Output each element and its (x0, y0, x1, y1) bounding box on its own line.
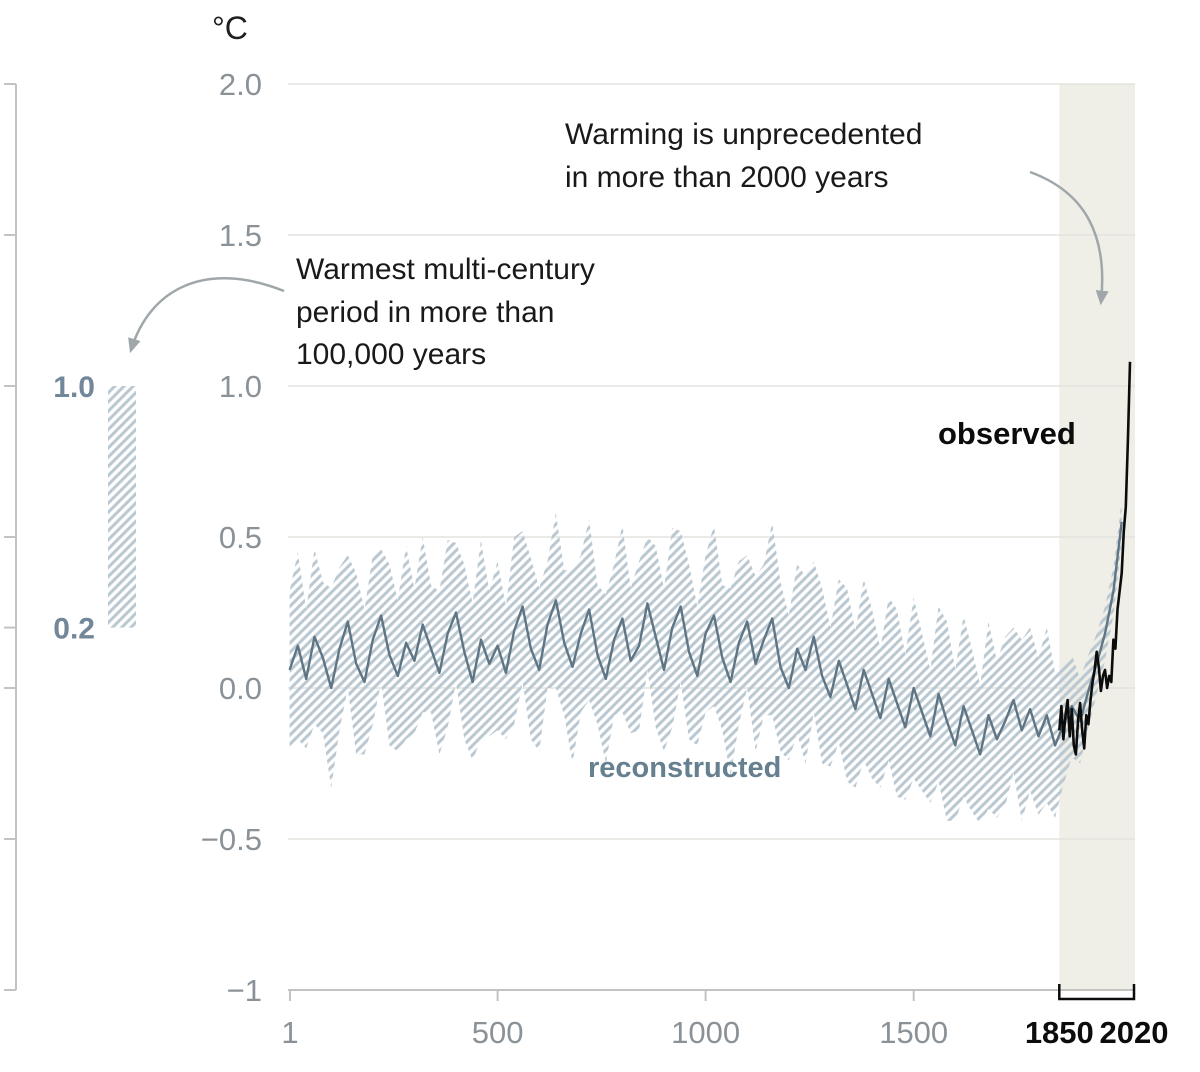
x-tick-label: 2020 (1100, 1015, 1169, 1050)
y-tick-label: 2.0 (219, 67, 262, 102)
x-tick-label: 1 (281, 1015, 298, 1050)
y-tick-label: 1.0 (219, 369, 262, 404)
arrow-to-bar (128, 277, 285, 354)
observed-series-label: observed (938, 416, 1076, 451)
left-scale-label: 1.0 (53, 371, 95, 404)
reconstructed-series-label: reconstructed (588, 752, 782, 784)
observed-period-bracket (1058, 984, 1136, 1001)
y-tick-label: 0.5 (219, 520, 262, 555)
annotation-warmest-period: Warmest multi-century period in more tha… (296, 253, 595, 372)
y-tick-label: −0.5 (201, 822, 262, 857)
x-tick-label: 500 (472, 1015, 524, 1050)
y-tick-label: −1 (227, 973, 262, 1008)
y-axis-unit-label: °C (212, 10, 248, 46)
left-scale-label: 0.2 (53, 613, 95, 646)
x-tick-label: 1000 (671, 1015, 740, 1050)
reconstructed-line (288, 521, 1123, 756)
arrow-to-spike (1029, 170, 1109, 306)
x-tick-label: 1850 (1025, 1015, 1094, 1050)
y-tick-label: 1.5 (219, 218, 262, 253)
uncertainty-band (289, 500, 1122, 824)
annotation-warming-unprecedented: Warming is unprecedented in more than 20… (565, 118, 923, 194)
x-tick-label: 1500 (879, 1015, 948, 1050)
warmest-period-bar (108, 386, 136, 628)
observed-line (1058, 361, 1132, 756)
y-tick-label: 0.0 (219, 671, 262, 706)
